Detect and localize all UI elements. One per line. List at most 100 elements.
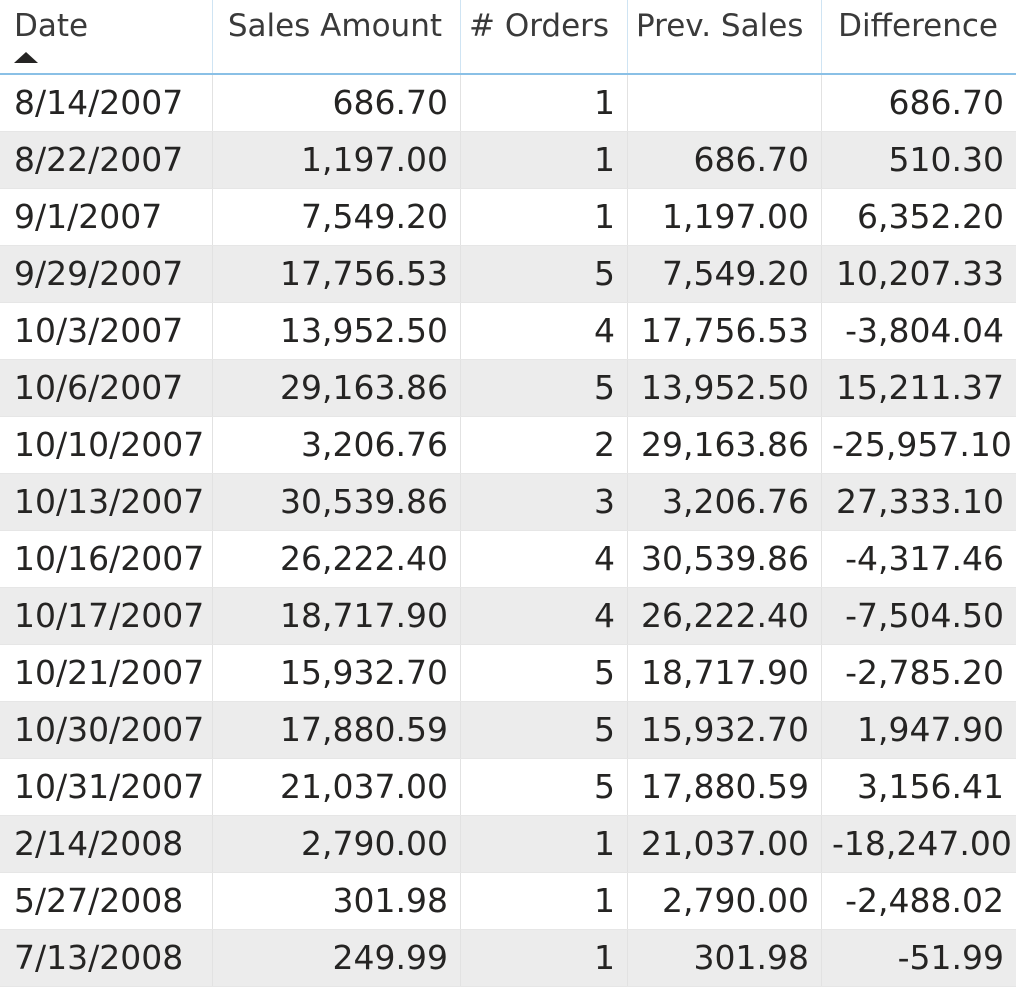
column-header-sales-amount[interactable]: Sales Amount	[213, 0, 461, 73]
difference-cell: -7,504.50	[845, 596, 1004, 635]
column-header-label: Sales Amount	[227, 8, 442, 44]
date-cell: 9/29/2007	[0, 246, 213, 302]
orders-cell: 5	[461, 246, 628, 302]
table-row[interactable]: 2/14/2008 2,790.00 1 21,037.00 -18,247.00	[0, 816, 1016, 873]
date-cell: 8/14/2007	[0, 75, 213, 131]
difference-cell: -3,804.04	[845, 311, 1004, 350]
orders-cell: 1	[461, 930, 628, 986]
difference-cell: 686.70	[888, 83, 1004, 122]
prev-sales-cell: 301.98	[628, 930, 822, 986]
orders-cell: 1	[461, 873, 628, 929]
sales-amount-cell: 249.99	[213, 930, 461, 986]
difference-cell: 510.30	[888, 140, 1004, 179]
date-cell: 9/1/2007	[0, 189, 213, 245]
date-cell: 10/31/2007	[0, 759, 213, 815]
prev-sales-cell: 13,952.50	[628, 360, 822, 416]
prev-sales-cell: 18,717.90	[628, 645, 822, 701]
table-row[interactable]: 10/10/2007 3,206.76 2 29,163.86 -25,957.10	[0, 417, 1016, 474]
table-header: Date Sales Amount # Orders Prev. Sales D…	[0, 0, 1016, 75]
prev-sales-cell: 3,206.76	[628, 474, 822, 530]
sales-amount-cell: 13,952.50	[213, 303, 461, 359]
date-cell: 10/6/2007	[0, 360, 213, 416]
date-cell: 7/13/2008	[0, 930, 213, 986]
difference-cell: 27,333.10	[836, 482, 1004, 521]
column-header-difference[interactable]: Difference	[822, 0, 1016, 73]
prev-sales-cell: 29,163.86	[628, 417, 822, 473]
table-row[interactable]: 10/31/2007 21,037.00 5 17,880.59 3,156.41	[0, 759, 1016, 816]
date-cell: 10/10/2007	[0, 417, 213, 473]
table-row[interactable]: 9/1/2007 7,549.20 1 1,197.00 6,352.20	[0, 189, 1016, 246]
table-row[interactable]: 10/13/2007 30,539.86 3 3,206.76 27,333.10	[0, 474, 1016, 531]
date-cell: 10/13/2007	[0, 474, 213, 530]
table-row[interactable]: 10/21/2007 15,932.70 5 18,717.90 -2,785.20	[0, 645, 1016, 702]
sales-amount-cell: 15,932.70	[213, 645, 461, 701]
date-cell: 10/17/2007	[0, 588, 213, 644]
prev-sales-cell: 17,880.59	[628, 759, 822, 815]
date-cell: 10/16/2007	[0, 531, 213, 587]
sales-amount-cell: 29,163.86	[213, 360, 461, 416]
sales-amount-cell: 3,206.76	[213, 417, 461, 473]
column-header-date[interactable]: Date	[0, 0, 213, 73]
column-header-label: Prev. Sales	[636, 8, 804, 44]
orders-cell: 4	[461, 588, 628, 644]
table-row[interactable]: 10/6/2007 29,163.86 5 13,952.50 15,211.37	[0, 360, 1016, 417]
table-row[interactable]: 7/13/2008 249.99 1 301.98 -51.99	[0, 930, 1016, 987]
column-header-label: # Orders	[469, 8, 610, 44]
column-header-label: Date	[14, 8, 89, 44]
prev-sales-cell: 2,790.00	[628, 873, 822, 929]
sales-amount-cell: 301.98	[213, 873, 461, 929]
difference-cell: -4,317.46	[845, 539, 1004, 578]
sales-amount-cell: 26,222.40	[213, 531, 461, 587]
sales-amount-cell: 18,717.90	[213, 588, 461, 644]
difference-cell: -51.99	[897, 938, 1004, 977]
orders-cell: 5	[461, 759, 628, 815]
date-cell: 10/21/2007	[0, 645, 213, 701]
orders-cell: 4	[461, 303, 628, 359]
difference-cell: -25,957.10	[832, 425, 1012, 464]
date-cell: 10/30/2007	[0, 702, 213, 758]
difference-cell: -2,785.20	[845, 653, 1004, 692]
table-row[interactable]: 10/30/2007 17,880.59 5 15,932.70 1,947.90	[0, 702, 1016, 759]
difference-cell: 10,207.33	[836, 254, 1004, 293]
orders-cell: 5	[461, 645, 628, 701]
orders-cell: 1	[461, 189, 628, 245]
orders-cell: 5	[461, 360, 628, 416]
prev-sales-cell: 7,549.20	[628, 246, 822, 302]
orders-cell: 1	[461, 816, 628, 872]
difference-cell: -18,247.00	[832, 824, 1012, 863]
sales-amount-cell: 2,790.00	[213, 816, 461, 872]
prev-sales-cell: 1,197.00	[628, 189, 822, 245]
column-header-prev-sales[interactable]: Prev. Sales	[628, 0, 822, 73]
sales-amount-cell: 17,880.59	[213, 702, 461, 758]
table-row[interactable]: 5/27/2008 301.98 1 2,790.00 -2,488.02	[0, 873, 1016, 930]
prev-sales-cell: 686.70	[628, 132, 822, 188]
sales-amount-cell: 21,037.00	[213, 759, 461, 815]
sort-ascending-icon[interactable]	[14, 52, 38, 63]
orders-cell: 2	[461, 417, 628, 473]
difference-cell: 3,156.41	[857, 767, 1004, 806]
orders-cell: 4	[461, 531, 628, 587]
sales-amount-cell: 686.70	[213, 75, 461, 131]
difference-cell: 6,352.20	[857, 197, 1004, 236]
difference-cell: 1,947.90	[857, 710, 1004, 749]
date-cell: 5/27/2008	[0, 873, 213, 929]
sales-amount-cell: 30,539.86	[213, 474, 461, 530]
prev-sales-cell: 15,932.70	[628, 702, 822, 758]
sales-amount-cell: 1,197.00	[213, 132, 461, 188]
date-cell: 2/14/2008	[0, 816, 213, 872]
difference-cell: -2,488.02	[845, 881, 1004, 920]
sales-amount-cell: 17,756.53	[213, 246, 461, 302]
table-row[interactable]: 8/14/2007 686.70 1 686.70	[0, 75, 1016, 132]
column-header-orders[interactable]: # Orders	[461, 0, 628, 73]
prev-sales-cell: 21,037.00	[628, 816, 822, 872]
table-row[interactable]: 10/16/2007 26,222.40 4 30,539.86 -4,317.46	[0, 531, 1016, 588]
table-body: 8/14/2007 686.70 1 686.70 8/22/2007 1,197.00 1…	[0, 75, 1016, 987]
table-row[interactable]: 8/22/2007 1,197.00 1 686.70 510.30	[0, 132, 1016, 189]
sales-amount-cell: 7,549.20	[213, 189, 461, 245]
table-row[interactable]: 10/3/2007 13,952.50 4 17,756.53 -3,804.04	[0, 303, 1016, 360]
prev-sales-cell: 30,539.86	[628, 531, 822, 587]
orders-cell: 3	[461, 474, 628, 530]
date-cell: 10/3/2007	[0, 303, 213, 359]
table-row[interactable]: 10/17/2007 18,717.90 4 26,222.40 -7,504.50	[0, 588, 1016, 645]
table-row[interactable]: 9/29/2007 17,756.53 5 7,549.20 10,207.33	[0, 246, 1016, 303]
